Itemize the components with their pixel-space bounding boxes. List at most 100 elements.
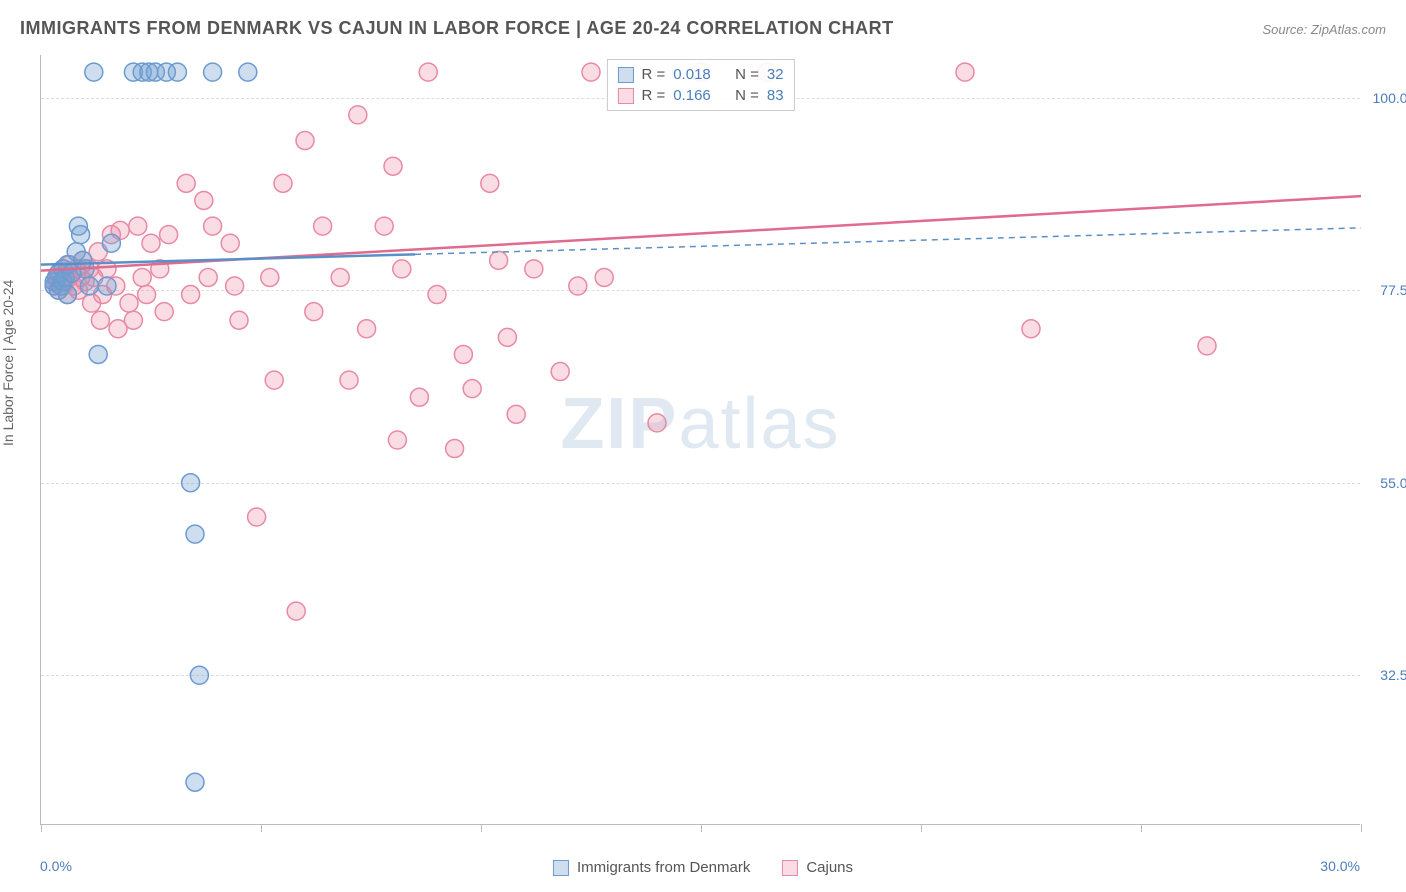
data-point bbox=[124, 311, 142, 329]
data-point bbox=[168, 63, 186, 81]
data-point bbox=[314, 217, 332, 235]
data-point bbox=[481, 174, 499, 192]
swatch-series-a bbox=[553, 860, 569, 876]
stats-legend: R = 0.018 N = 32 R = 0.166 N = 83 bbox=[606, 59, 794, 111]
legend-item-b: Cajuns bbox=[782, 859, 853, 876]
data-point bbox=[72, 226, 90, 244]
legend-item-a: Immigrants from Denmark bbox=[553, 859, 750, 876]
y-tick-label: 32.5% bbox=[1365, 667, 1406, 683]
bottom-legend: Immigrants from Denmark Cajuns bbox=[553, 859, 853, 876]
x-tick bbox=[41, 824, 42, 832]
data-point bbox=[525, 260, 543, 278]
data-point bbox=[195, 191, 213, 209]
data-point bbox=[91, 311, 109, 329]
y-tick-label: 100.0% bbox=[1365, 90, 1406, 106]
data-point bbox=[204, 217, 222, 235]
data-point bbox=[204, 63, 222, 81]
data-point bbox=[388, 431, 406, 449]
data-point bbox=[1022, 320, 1040, 338]
y-axis-label: In Labor Force | Age 20-24 bbox=[0, 280, 16, 446]
data-point bbox=[428, 286, 446, 304]
x-tick bbox=[701, 824, 702, 832]
data-point bbox=[463, 380, 481, 398]
data-point bbox=[226, 277, 244, 295]
data-point bbox=[221, 234, 239, 252]
data-point bbox=[287, 602, 305, 620]
data-point bbox=[98, 277, 116, 295]
data-point bbox=[305, 303, 323, 321]
data-point bbox=[349, 106, 367, 124]
data-point bbox=[454, 345, 472, 363]
source-label: Source: ZipAtlas.com bbox=[1262, 22, 1386, 37]
data-point bbox=[446, 440, 464, 458]
r-label-b: R = bbox=[641, 87, 665, 104]
title-bar: IMMIGRANTS FROM DENMARK VS CAJUN IN LABO… bbox=[20, 18, 1386, 48]
data-point bbox=[261, 268, 279, 286]
legend-label-a: Immigrants from Denmark bbox=[577, 859, 750, 876]
stats-row-a: R = 0.018 N = 32 bbox=[617, 64, 783, 85]
data-point bbox=[393, 260, 411, 278]
y-tick-label: 55.0% bbox=[1365, 475, 1406, 491]
data-point bbox=[133, 268, 151, 286]
data-point bbox=[80, 277, 98, 295]
data-point bbox=[384, 157, 402, 175]
data-point bbox=[129, 217, 147, 235]
x-tick bbox=[261, 824, 262, 832]
data-point bbox=[190, 666, 208, 684]
data-point bbox=[569, 277, 587, 295]
x-axis-max-label: 30.0% bbox=[1320, 858, 1360, 874]
data-point bbox=[419, 63, 437, 81]
r-value-b: 0.166 bbox=[673, 87, 711, 104]
stats-row-b: R = 0.166 N = 83 bbox=[617, 85, 783, 106]
x-tick bbox=[1141, 824, 1142, 832]
data-point bbox=[160, 226, 178, 244]
data-point bbox=[85, 63, 103, 81]
x-tick bbox=[1361, 824, 1362, 832]
x-axis-min-label: 0.0% bbox=[40, 858, 72, 874]
data-point bbox=[551, 363, 569, 381]
chart-svg bbox=[41, 55, 1360, 824]
n-label-a: N = bbox=[735, 66, 759, 83]
data-point bbox=[490, 251, 508, 269]
data-point bbox=[358, 320, 376, 338]
chart-container: IMMIGRANTS FROM DENMARK VS CAJUN IN LABO… bbox=[0, 0, 1406, 892]
n-value-a: 32 bbox=[767, 66, 784, 83]
x-tick bbox=[921, 824, 922, 832]
data-point bbox=[58, 286, 76, 304]
data-point bbox=[142, 234, 160, 252]
data-point bbox=[138, 286, 156, 304]
data-point bbox=[956, 63, 974, 81]
data-point bbox=[248, 508, 266, 526]
r-label-a: R = bbox=[641, 66, 665, 83]
data-point bbox=[274, 174, 292, 192]
legend-label-b: Cajuns bbox=[806, 859, 853, 876]
data-point bbox=[648, 414, 666, 432]
data-point bbox=[582, 63, 600, 81]
swatch-series-a bbox=[617, 67, 633, 83]
data-point bbox=[410, 388, 428, 406]
data-point bbox=[230, 311, 248, 329]
data-point bbox=[340, 371, 358, 389]
data-point bbox=[239, 63, 257, 81]
swatch-series-b bbox=[782, 860, 798, 876]
data-point bbox=[186, 773, 204, 791]
data-point bbox=[177, 174, 195, 192]
data-point bbox=[102, 234, 120, 252]
y-tick-label: 77.5% bbox=[1365, 282, 1406, 298]
r-value-a: 0.018 bbox=[673, 66, 711, 83]
n-label-b: N = bbox=[735, 87, 759, 104]
data-point bbox=[186, 525, 204, 543]
data-point bbox=[507, 405, 525, 423]
data-point bbox=[89, 345, 107, 363]
x-tick bbox=[481, 824, 482, 832]
data-point bbox=[498, 328, 516, 346]
data-point bbox=[595, 268, 613, 286]
data-point bbox=[265, 371, 283, 389]
swatch-series-b bbox=[617, 88, 633, 104]
data-point bbox=[182, 474, 200, 492]
data-point bbox=[182, 286, 200, 304]
plot-area: ZIPatlas R = 0.018 N = 32 R = 0.166 N = … bbox=[40, 55, 1360, 825]
chart-title: IMMIGRANTS FROM DENMARK VS CAJUN IN LABO… bbox=[20, 18, 894, 38]
data-point bbox=[375, 217, 393, 235]
n-value-b: 83 bbox=[767, 87, 784, 104]
